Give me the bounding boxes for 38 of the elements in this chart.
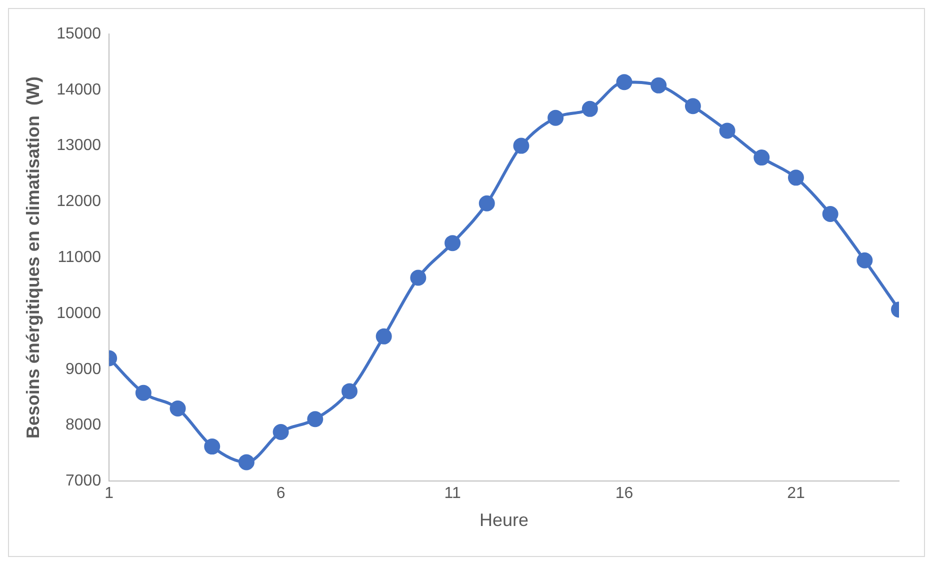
y-tick-label: 10000	[56, 304, 102, 322]
point	[684, 98, 701, 114]
point	[582, 100, 598, 117]
point	[478, 195, 495, 212]
point	[856, 252, 873, 268]
point	[822, 206, 838, 222]
point	[204, 438, 220, 455]
y-tick-label: 11000	[58, 249, 102, 266]
x-tick-label: 11	[444, 485, 461, 502]
point	[616, 74, 632, 90]
y-tick-label: 15000	[56, 25, 102, 42]
point	[272, 424, 289, 440]
point	[170, 400, 186, 417]
y-tick-label: 14000	[56, 81, 102, 98]
x-tick-label: 1	[104, 485, 114, 502]
x-axis-title: Heure	[480, 510, 529, 530]
point	[307, 411, 324, 428]
point	[719, 122, 736, 139]
point	[410, 270, 426, 286]
point	[444, 235, 461, 252]
y-tick-label: 8000	[66, 416, 102, 434]
point	[650, 77, 667, 94]
point	[342, 383, 358, 400]
point	[238, 454, 254, 470]
y-tick-label: 7000	[66, 472, 102, 490]
y-tick-label: 9000	[66, 360, 102, 378]
point	[548, 110, 564, 126]
y-tick-label: 12000	[56, 193, 102, 210]
point	[788, 170, 804, 186]
point	[754, 150, 770, 166]
y-tick-label: 13000	[56, 137, 102, 154]
point	[376, 328, 392, 344]
x-tick-label: 21	[787, 485, 805, 502]
point	[513, 138, 530, 154]
y-axis-title: Besoins énérgitiques en climatisation (W)	[22, 76, 43, 439]
x-tick-label: 16	[615, 485, 634, 502]
x-tick-label: 6	[276, 485, 286, 502]
point	[135, 384, 152, 401]
